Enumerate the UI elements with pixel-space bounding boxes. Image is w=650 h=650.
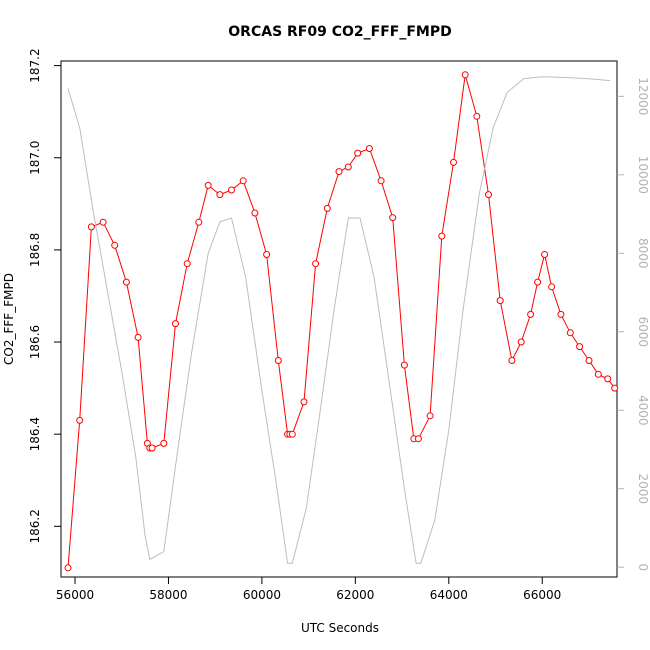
data-point: [134, 333, 142, 341]
data-point: [76, 416, 84, 424]
data-point: [251, 209, 259, 217]
y2-tick-label: 0: [636, 563, 650, 571]
data-point: [195, 218, 203, 226]
y-tick-label: 187.2: [28, 48, 42, 82]
y2-tick-label: 12000: [636, 77, 650, 115]
y-tick-label: 187.0: [28, 141, 42, 175]
data-point: [239, 177, 247, 185]
data-point: [365, 145, 373, 152]
y2-tick-label: 2000: [636, 473, 650, 504]
data-point: [534, 278, 542, 286]
data-point: [576, 343, 584, 351]
data-point: [344, 163, 352, 171]
y-axis-label: CO2_FFF_FMPD: [2, 273, 16, 365]
data-point: [414, 435, 422, 443]
data-point: [87, 223, 95, 231]
y2-tick-label: 6000: [636, 316, 650, 347]
x-axis: 56000 58000 60000 62000 64000 66000: [56, 577, 561, 602]
y-tick-label: 186.8: [28, 233, 42, 267]
plot-frame: [60, 60, 618, 578]
data-point: [594, 370, 602, 378]
data-point: [496, 297, 504, 305]
y-axis: 186.2 186.4 186.6 186.8 187.0 187.2: [28, 48, 61, 544]
data-point: [160, 439, 168, 447]
chart-title: ORCAS RF09 CO2_FFF_FMPD: [228, 24, 451, 40]
x-tick-label: 62000: [336, 588, 374, 602]
data-point: [64, 564, 72, 572]
x-tick-label: 64000: [430, 588, 468, 602]
data-point: [204, 181, 212, 189]
data-point: [354, 149, 362, 157]
data-point: [585, 357, 593, 364]
y2-tick-label: 4000: [636, 395, 650, 426]
data-point: [389, 214, 397, 222]
data-point: [172, 320, 179, 328]
data-point: [335, 168, 343, 176]
data-point: [377, 177, 385, 185]
data-point: [508, 357, 516, 364]
data-point: [527, 310, 535, 318]
y-tick-label: 186.2: [28, 509, 42, 543]
data-point: [183, 260, 191, 268]
data-point: [111, 241, 119, 249]
data-point: [400, 361, 408, 369]
y2-tick-label: 8000: [636, 238, 650, 269]
series-left-line: [67, 74, 616, 568]
data-point: [541, 251, 549, 258]
y2-tick-label: 10000: [636, 156, 650, 194]
series-right-line: [67, 76, 611, 564]
data-point: [461, 71, 469, 79]
data-point: [122, 278, 130, 286]
x-tick-label: 58000: [149, 588, 187, 602]
data-point: [148, 444, 156, 452]
data-point: [323, 204, 331, 212]
y2-axis: 0 2000 4000 6000 8000 10000 12000: [617, 77, 650, 571]
data-point: [274, 357, 282, 364]
data-point: [288, 430, 296, 438]
data-point: [300, 398, 308, 406]
data-point: [566, 329, 574, 337]
data-point: [263, 251, 271, 258]
y-tick-label: 186.6: [28, 325, 42, 359]
data-point: [438, 232, 446, 240]
data-point: [450, 158, 457, 166]
series-layer: [64, 71, 619, 572]
data-point: [312, 260, 320, 268]
data-point: [557, 310, 565, 318]
y-tick-label: 186.4: [28, 417, 42, 451]
data-point: [216, 191, 224, 199]
data-point: [548, 283, 556, 291]
x-tick-label: 56000: [56, 588, 94, 602]
data-point: [611, 384, 619, 392]
x-tick-label: 60000: [243, 588, 281, 602]
data-point: [228, 186, 235, 194]
data-point: [485, 191, 492, 199]
data-point: [517, 338, 525, 346]
data-point: [604, 375, 612, 383]
data-point: [99, 218, 107, 226]
x-tick-label: 66000: [523, 588, 561, 602]
x-axis-label: UTC Seconds: [301, 621, 379, 635]
data-point: [426, 412, 434, 420]
data-point: [473, 112, 481, 120]
